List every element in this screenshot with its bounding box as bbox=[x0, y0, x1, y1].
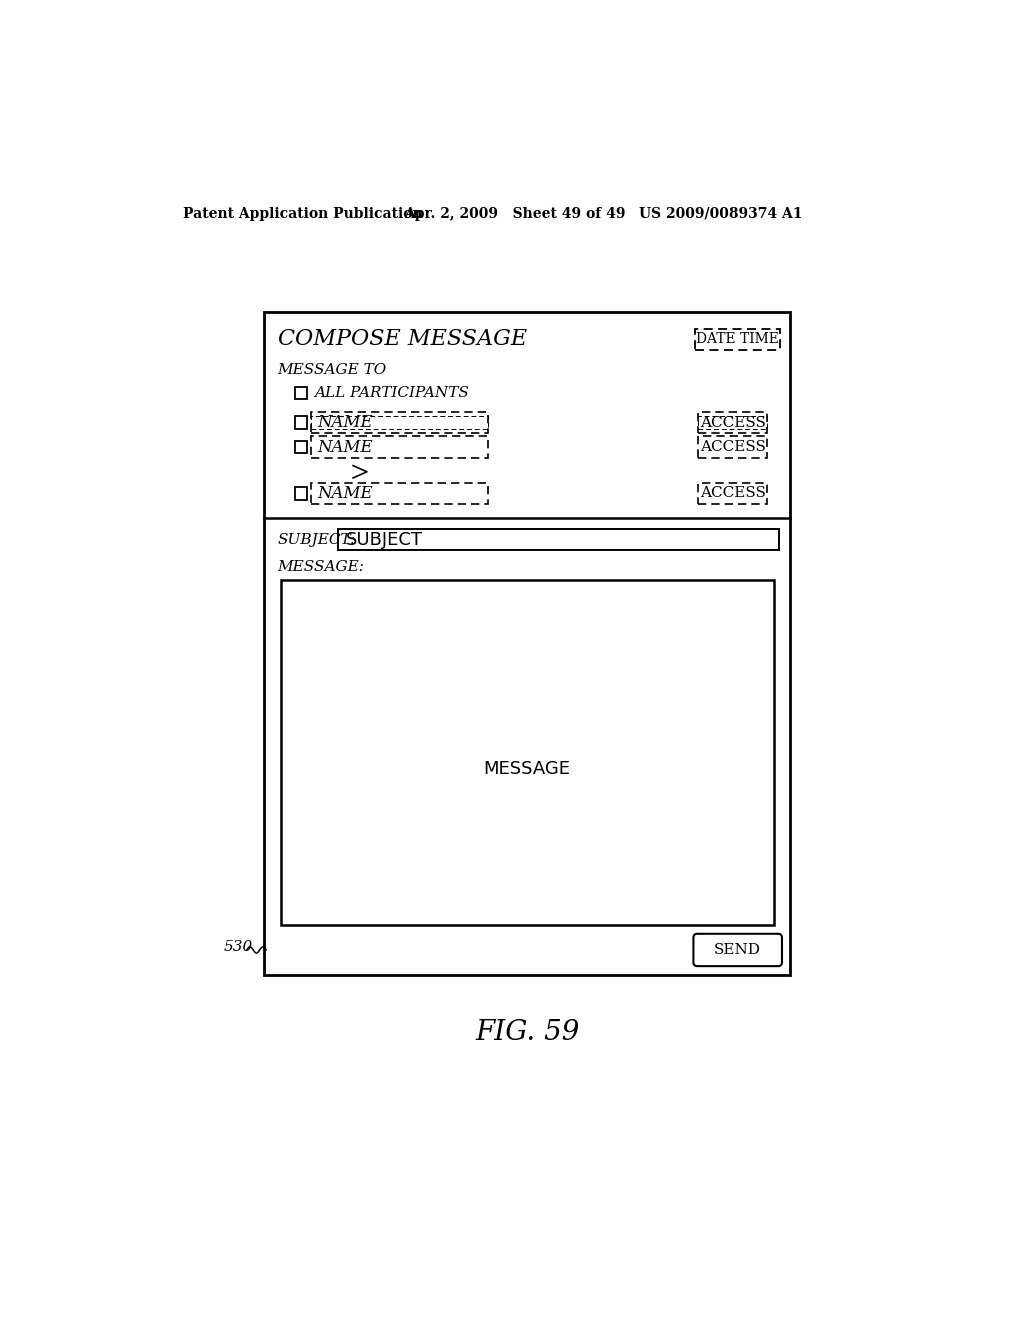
Text: MESSAGE TO: MESSAGE TO bbox=[278, 363, 387, 378]
Text: Apr. 2, 2009   Sheet 49 of 49: Apr. 2, 2009 Sheet 49 of 49 bbox=[403, 207, 626, 220]
Text: FIG. 59: FIG. 59 bbox=[475, 1019, 580, 1045]
Text: COMPOSE MESSAGE: COMPOSE MESSAGE bbox=[278, 329, 526, 350]
Text: 530: 530 bbox=[223, 940, 253, 954]
Text: ACCESS: ACCESS bbox=[699, 416, 766, 429]
Text: SEND: SEND bbox=[714, 942, 761, 957]
Text: SUBJECT:: SUBJECT: bbox=[278, 532, 356, 546]
Text: NAME: NAME bbox=[316, 438, 373, 455]
Text: ALL PARTICIPANTS: ALL PARTICIPANTS bbox=[314, 387, 469, 400]
Text: ACCESS: ACCESS bbox=[699, 440, 766, 454]
Text: MESSAGE: MESSAGE bbox=[483, 760, 570, 779]
FancyBboxPatch shape bbox=[693, 933, 782, 966]
Text: US 2009/0089374 A1: US 2009/0089374 A1 bbox=[639, 207, 802, 220]
Text: ACCESS: ACCESS bbox=[699, 486, 766, 500]
Text: MESSAGE:: MESSAGE: bbox=[278, 560, 365, 574]
Text: SUBJECT: SUBJECT bbox=[346, 531, 423, 549]
Text: Patent Application Publication: Patent Application Publication bbox=[183, 207, 423, 220]
Text: NAME: NAME bbox=[316, 414, 373, 432]
Text: NAME: NAME bbox=[316, 484, 373, 502]
Text: DATE TIME: DATE TIME bbox=[696, 333, 779, 346]
